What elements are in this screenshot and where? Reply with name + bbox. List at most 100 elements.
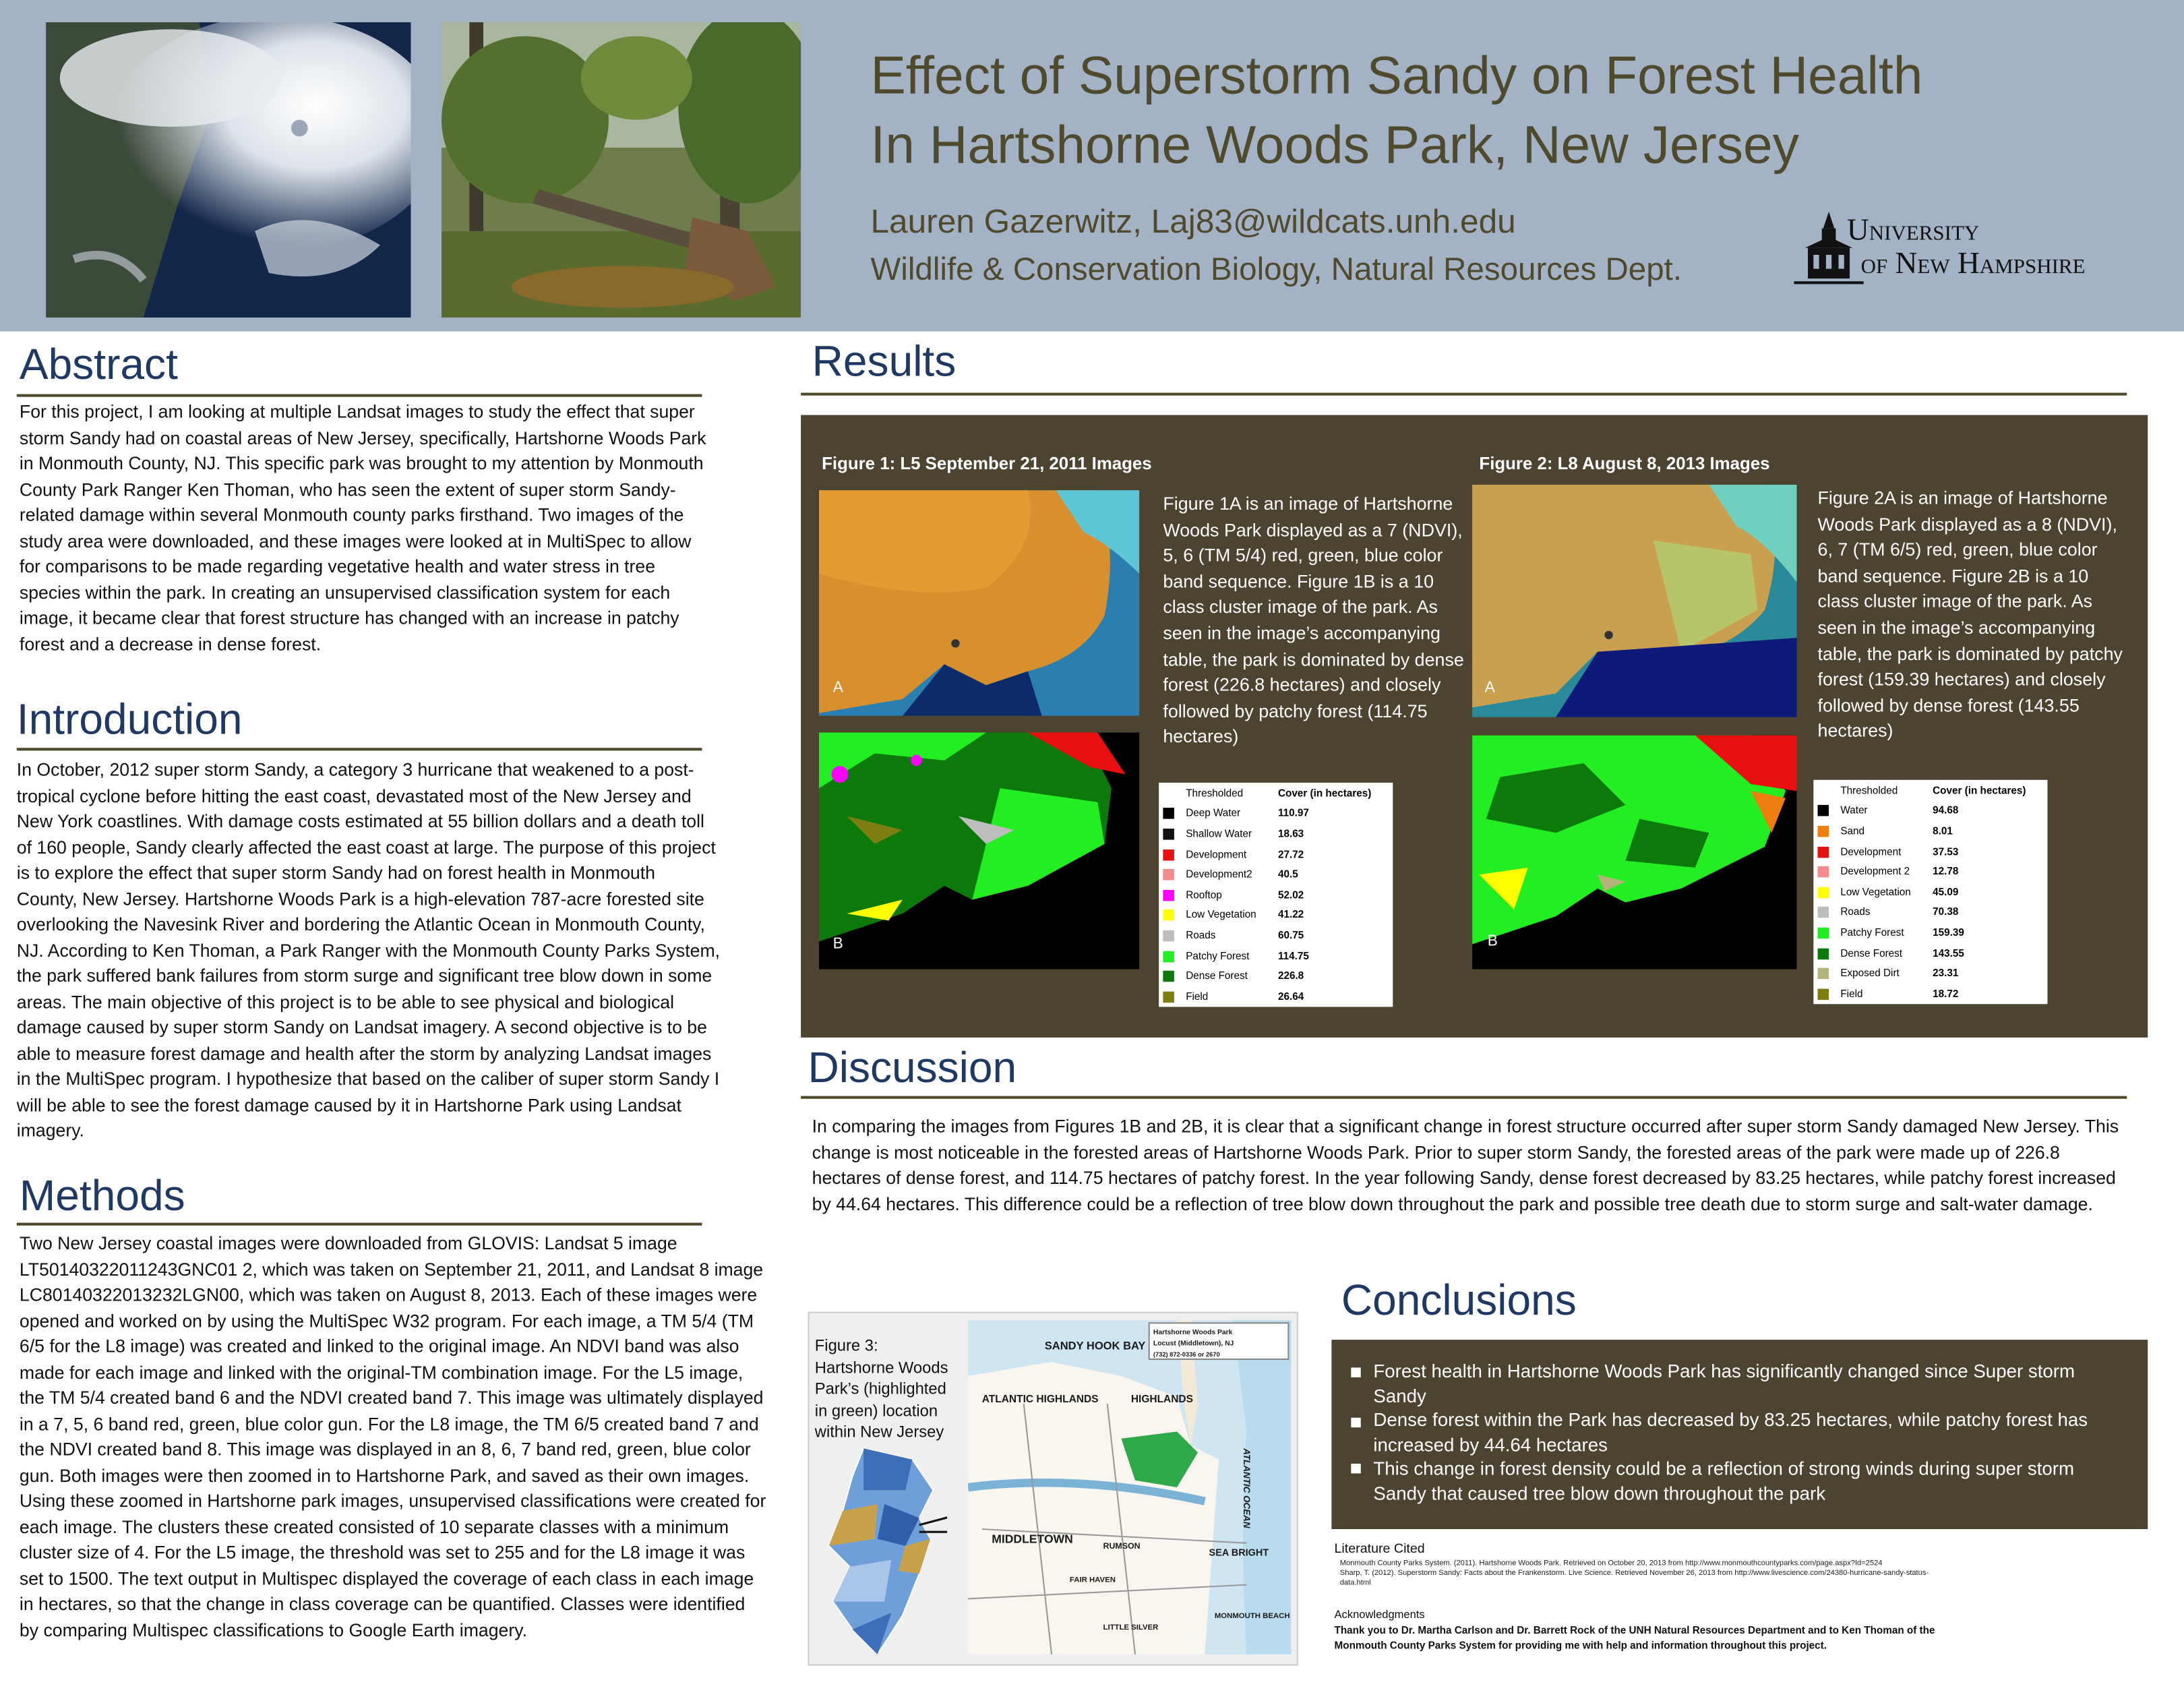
swatch <box>1163 910 1174 922</box>
table-header-row: Thresholded Cover (in hectares) <box>1159 783 1393 803</box>
swatch-cell <box>1159 803 1182 823</box>
class-cover: 159.39 <box>1933 926 1964 939</box>
table-row: Water 94.68 <box>1813 800 2047 821</box>
class-name: Dense Forest <box>1186 969 1248 982</box>
map-label: Little Silver <box>1103 1623 1159 1632</box>
table-row: Dense Forest 226.8 <box>1159 965 1393 986</box>
class-name: Shallow Water <box>1186 827 1252 840</box>
class-cover: 27.72 <box>1277 847 1304 860</box>
table-header: Cover (in hectares) <box>1933 783 2026 797</box>
literature-list: Monmouth County Parks System. (2011). Ha… <box>1340 1559 1953 1588</box>
swatch-cell <box>1813 943 1836 963</box>
figure-title: Figure 2: L8 August 8, 2013 Images <box>1479 454 1770 474</box>
conclusion-item: Dense forest within the Park has decreas… <box>1373 1409 2088 1455</box>
map-label: Sandy Hook Bay <box>1044 1340 1146 1352</box>
table-header: Cover (in hectares) <box>1277 786 1372 800</box>
swatch <box>1163 829 1174 840</box>
class-cover: 18.63 <box>1277 827 1304 840</box>
swatch-cell <box>1813 800 1836 821</box>
map-label: Sea Bright <box>1209 1548 1269 1559</box>
class-name: Low Vegetation <box>1840 885 1911 898</box>
swatch <box>1163 971 1174 982</box>
swatch <box>1817 967 1829 980</box>
swatch <box>1817 846 1829 858</box>
class-table: Thresholded Cover (in hectares) Water 94.68… <box>1813 779 2048 1004</box>
swatch <box>1817 907 1829 919</box>
class-cover: 8.01 <box>1933 824 1953 837</box>
class-table: Thresholded Cover (in hectares) Deep Water… <box>1159 782 1393 1007</box>
swatch <box>1817 927 1829 939</box>
swatch-cell <box>1159 823 1182 843</box>
figure-caption: Figure 2A is an image of Hartshorne Wood… <box>1817 487 2123 742</box>
swatch-cell <box>1159 925 1182 945</box>
abstract-text: For this project, I am looking at multip… <box>19 400 706 654</box>
map-label: Monmouth Beach <box>1214 1612 1290 1621</box>
class-name: Development <box>1840 844 1902 858</box>
swatch <box>1817 825 1829 837</box>
table-row: Development2 40.5 <box>1159 864 1393 884</box>
author: Lauren Gazerwitz, Laj83@wildcats.unh.edu <box>870 203 1516 241</box>
class-cover: 41.22 <box>1277 908 1304 922</box>
section-heading: Results <box>812 336 957 386</box>
poster-title: Effect of Superstorm Sandy on Forest Hea… <box>870 42 1922 181</box>
swatch-cell <box>1813 963 1836 983</box>
table-row: Development 37.53 <box>1813 841 2047 861</box>
table-row: Rooftop 52.02 <box>1159 885 1393 905</box>
swatch-cell <box>1813 902 1836 922</box>
park-map <box>968 1320 1292 1655</box>
logo-text: University <box>1846 211 1980 247</box>
class-name: Dense Forest <box>1840 946 1903 959</box>
class-cover: 114.75 <box>1277 949 1309 962</box>
map-label: (732) 872-0336 or 2670 <box>1153 1350 1220 1358</box>
class-cover: 37.53 <box>1933 844 1959 858</box>
unh-logo-icon <box>1794 211 1864 285</box>
swatch <box>1163 950 1174 962</box>
heading-rule <box>16 1222 702 1226</box>
landsat-image <box>818 490 1140 716</box>
class-name: Deep Water <box>1186 806 1241 820</box>
acknowledgments-heading: Acknowledgments <box>1334 1608 1425 1621</box>
table-header-row: Thresholded Cover (in hectares) <box>1813 780 2047 800</box>
class-name: Patchy Forest <box>1840 926 1904 939</box>
methods-text: Two New Jersey coastal images were downl… <box>19 1232 766 1640</box>
class-cover: 70.38 <box>1933 905 1959 918</box>
bullet <box>1351 1367 1361 1377</box>
bullet <box>1351 1417 1361 1428</box>
table-header <box>1813 780 1836 800</box>
class-cover: 143.55 <box>1933 946 1964 959</box>
heading-rule <box>801 1096 2127 1099</box>
swatch <box>1163 991 1174 1003</box>
swatch <box>1163 849 1174 860</box>
cluster-image <box>1472 735 1797 970</box>
map-label: Fair Haven <box>1069 1576 1116 1585</box>
map-label: Locust (Middletown), NJ <box>1153 1340 1234 1348</box>
class-name: Field <box>1840 986 1863 1000</box>
swatch-cell <box>1813 861 1836 881</box>
class-cover: 26.64 <box>1277 990 1304 1003</box>
section-heading: Abstract <box>19 340 178 389</box>
landsat-image <box>1472 484 1797 717</box>
satellite-photo <box>46 22 411 318</box>
cluster-image <box>818 732 1140 970</box>
class-cover: 12.78 <box>1933 865 1959 878</box>
map-label: Highlands <box>1130 1392 1193 1406</box>
citation: Monmouth County Parks System. (2011). Ha… <box>1339 1559 1883 1568</box>
swatch <box>1817 988 1829 1000</box>
image-label: A <box>832 680 843 696</box>
class-cover: 23.31 <box>1933 966 1959 980</box>
table-row: Roads 70.38 <box>1813 902 2047 922</box>
discussion-text: In comparing the images from Figures 1B … <box>812 1115 2119 1214</box>
table-header: Thresholded <box>1186 786 1244 800</box>
bullet <box>1351 1463 1361 1474</box>
conclusion-item: This change in forest density could be a… <box>1373 1458 2075 1503</box>
class-name: Rooftop <box>1186 888 1222 901</box>
class-name: Low Vegetation <box>1186 908 1256 922</box>
image-label: B <box>1487 932 1498 950</box>
heading-rule <box>16 748 702 751</box>
swatch <box>1163 889 1174 901</box>
table-row: Exposed Dirt 23.31 <box>1813 963 2047 983</box>
class-name: Roads <box>1186 928 1216 942</box>
swatch-cell <box>1813 983 1836 1003</box>
